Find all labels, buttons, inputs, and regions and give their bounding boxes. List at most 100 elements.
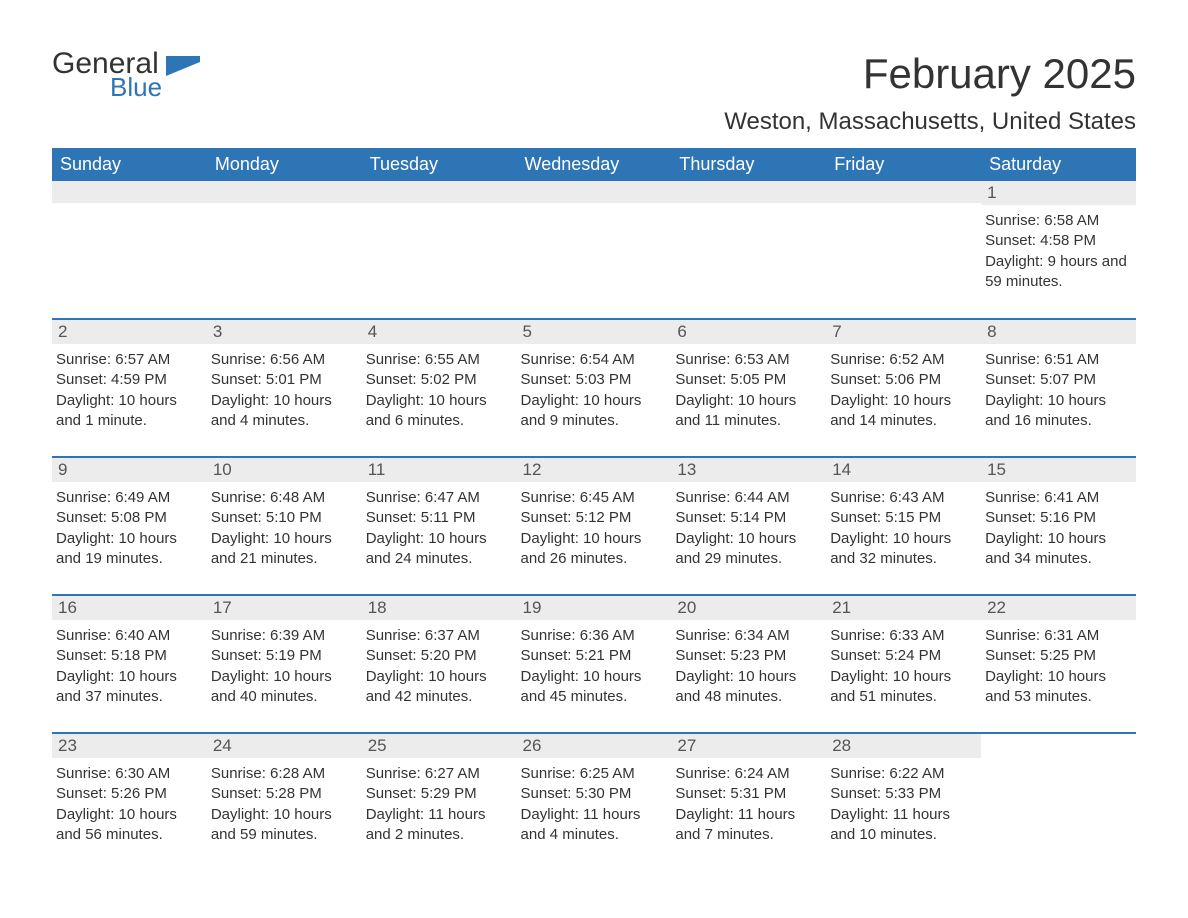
day-body: Sunrise: 6:52 AMSunset: 5:06 PMDaylight:… (826, 344, 981, 437)
sunset-text: Sunset: 5:29 PM (366, 784, 511, 804)
sunrise-text: Sunrise: 6:51 AM (985, 350, 1130, 370)
day-body: Sunrise: 6:39 AMSunset: 5:19 PMDaylight:… (207, 620, 362, 713)
daylight-text: Daylight: 10 hours and 45 minutes. (521, 667, 666, 708)
day-number: 23 (52, 734, 207, 758)
day-body: Sunrise: 6:55 AMSunset: 5:02 PMDaylight:… (362, 344, 517, 437)
weekday-header: Thursday (671, 148, 826, 181)
week-row: 2Sunrise: 6:57 AMSunset: 4:59 PMDaylight… (52, 319, 1136, 457)
daylight-text: Daylight: 9 hours and 59 minutes. (985, 252, 1130, 293)
day-body: Sunrise: 6:53 AMSunset: 5:05 PMDaylight:… (671, 344, 826, 437)
day-cell (671, 181, 826, 319)
day-body: Sunrise: 6:40 AMSunset: 5:18 PMDaylight:… (52, 620, 207, 713)
day-cell (517, 181, 672, 319)
sunset-text: Sunset: 5:11 PM (366, 508, 511, 528)
sunrise-text: Sunrise: 6:45 AM (521, 488, 666, 508)
day-number: 27 (671, 734, 826, 758)
sunrise-text: Sunrise: 6:48 AM (211, 488, 356, 508)
day-number (52, 181, 207, 203)
day-number (517, 181, 672, 203)
daylight-text: Daylight: 10 hours and 16 minutes. (985, 391, 1130, 432)
sunrise-text: Sunrise: 6:25 AM (521, 764, 666, 784)
day-number (362, 181, 517, 203)
day-number: 7 (826, 320, 981, 344)
day-body: Sunrise: 6:28 AMSunset: 5:28 PMDaylight:… (207, 758, 362, 851)
day-cell (826, 181, 981, 319)
sunset-text: Sunset: 5:28 PM (211, 784, 356, 804)
day-number: 8 (981, 320, 1136, 344)
month-title: February 2025 (724, 50, 1136, 98)
daylight-text: Daylight: 10 hours and 9 minutes. (521, 391, 666, 432)
day-cell: 1Sunrise: 6:58 AMSunset: 4:58 PMDaylight… (981, 181, 1136, 319)
day-cell: 16Sunrise: 6:40 AMSunset: 5:18 PMDayligh… (52, 595, 207, 733)
daylight-text: Daylight: 10 hours and 24 minutes. (366, 529, 511, 570)
day-number: 24 (207, 734, 362, 758)
day-cell (362, 181, 517, 319)
day-number: 9 (52, 458, 207, 482)
daylight-text: Daylight: 10 hours and 37 minutes. (56, 667, 201, 708)
header: General Blue February 2025 Weston, Massa… (52, 50, 1136, 136)
daylight-text: Daylight: 11 hours and 2 minutes. (366, 805, 511, 846)
flag-icon (166, 56, 200, 82)
daylight-text: Daylight: 11 hours and 4 minutes. (521, 805, 666, 846)
sunset-text: Sunset: 5:10 PM (211, 508, 356, 528)
daylight-text: Daylight: 10 hours and 29 minutes. (675, 529, 820, 570)
day-body: Sunrise: 6:54 AMSunset: 5:03 PMDaylight:… (517, 344, 672, 437)
day-cell: 11 Sunrise: 6:47 AMSunset: 5:11 PMDayligh… (362, 457, 517, 595)
sunrise-text: Sunrise: 6:53 AM (675, 350, 820, 370)
day-cell: 19Sunrise: 6:36 AMSunset: 5:21 PMDayligh… (517, 595, 672, 733)
sunset-text: Sunset: 5:23 PM (675, 646, 820, 666)
sunset-text: Sunset: 5:18 PM (56, 646, 201, 666)
weekday-header: Saturday (981, 148, 1136, 181)
day-cell (981, 733, 1136, 871)
weekday-header-row: SundayMondayTuesdayWednesdayThursdayFrid… (52, 148, 1136, 181)
sunrise-text: Sunrise: 6:55 AM (366, 350, 511, 370)
day-body: Sunrise: 6:43 AMSunset: 5:15 PMDaylight:… (826, 482, 981, 575)
sunrise-text: Sunrise: 6:44 AM (675, 488, 820, 508)
daylight-text: Daylight: 10 hours and 11 minutes. (675, 391, 820, 432)
day-cell: 15Sunrise: 6:41 AMSunset: 5:16 PMDayligh… (981, 457, 1136, 595)
day-cell: 5Sunrise: 6:54 AMSunset: 5:03 PMDaylight… (517, 319, 672, 457)
day-number: 12 (517, 458, 672, 482)
day-number (826, 181, 981, 203)
sunrise-text: Sunrise: 6:27 AM (366, 764, 511, 784)
daylight-text: Daylight: 10 hours and 26 minutes. (521, 529, 666, 570)
sunset-text: Sunset: 5:15 PM (830, 508, 975, 528)
day-cell: 26Sunrise: 6:25 AMSunset: 5:30 PMDayligh… (517, 733, 672, 871)
day-number: 26 (517, 734, 672, 758)
day-cell: 20Sunrise: 6:34 AMSunset: 5:23 PMDayligh… (671, 595, 826, 733)
day-body: Sunrise: 6:25 AMSunset: 5:30 PMDaylight:… (517, 758, 672, 851)
day-number: 11 (362, 458, 517, 482)
day-cell: 14Sunrise: 6:43 AMSunset: 5:15 PMDayligh… (826, 457, 981, 595)
day-cell: 2Sunrise: 6:57 AMSunset: 4:59 PMDaylight… (52, 319, 207, 457)
daylight-text: Daylight: 11 hours and 10 minutes. (830, 805, 975, 846)
day-cell: 21Sunrise: 6:33 AMSunset: 5:24 PMDayligh… (826, 595, 981, 733)
day-number: 10 (207, 458, 362, 482)
daylight-text: Daylight: 10 hours and 4 minutes. (211, 391, 356, 432)
sunrise-text: Sunrise: 6:22 AM (830, 764, 975, 784)
day-body: Sunrise: 6:58 AMSunset: 4:58 PMDaylight:… (981, 205, 1136, 298)
day-body: Sunrise: 6:22 AMSunset: 5:33 PMDaylight:… (826, 758, 981, 851)
day-cell: 28Sunrise: 6:22 AMSunset: 5:33 PMDayligh… (826, 733, 981, 871)
weekday-header: Friday (826, 148, 981, 181)
day-number: 6 (671, 320, 826, 344)
sunrise-text: Sunrise: 6:58 AM (985, 211, 1130, 231)
daylight-text: Daylight: 10 hours and 21 minutes. (211, 529, 356, 570)
sunset-text: Sunset: 5:06 PM (830, 370, 975, 390)
sunrise-text: Sunrise: 6:24 AM (675, 764, 820, 784)
sunrise-text: Sunrise: 6:47 AM (366, 488, 511, 508)
sunrise-text: Sunrise: 6:36 AM (521, 626, 666, 646)
day-number (207, 181, 362, 203)
sunrise-text: Sunrise: 6:39 AM (211, 626, 356, 646)
day-number: 16 (52, 596, 207, 620)
sunrise-text: Sunrise: 6:34 AM (675, 626, 820, 646)
daylight-text: Daylight: 10 hours and 56 minutes. (56, 805, 201, 846)
day-number: 5 (517, 320, 672, 344)
day-cell: 4Sunrise: 6:55 AMSunset: 5:02 PMDaylight… (362, 319, 517, 457)
day-number (671, 181, 826, 203)
sunset-text: Sunset: 5:03 PM (521, 370, 666, 390)
logo: General Blue (52, 50, 200, 99)
day-body: Sunrise: 6:30 AMSunset: 5:26 PMDaylight:… (52, 758, 207, 851)
day-number: 1 (981, 181, 1136, 205)
sunset-text: Sunset: 5:25 PM (985, 646, 1130, 666)
day-cell: 25Sunrise: 6:27 AMSunset: 5:29 PMDayligh… (362, 733, 517, 871)
